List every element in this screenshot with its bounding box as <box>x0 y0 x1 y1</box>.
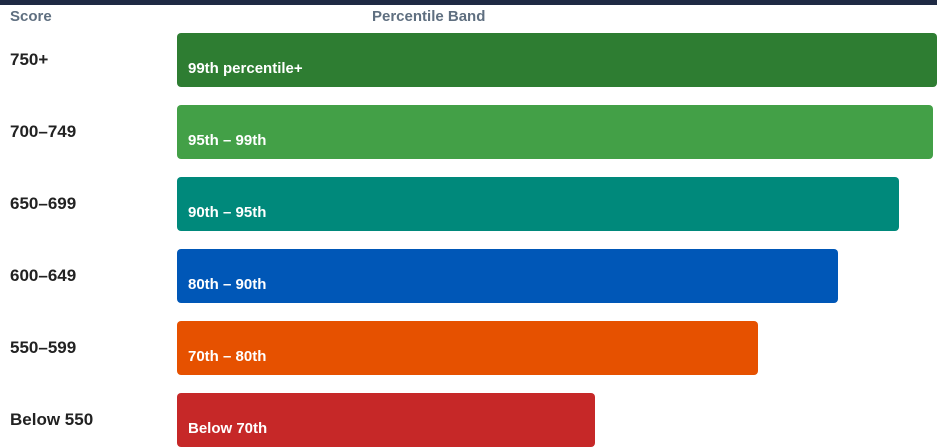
score-range-label: Below 550 <box>10 410 94 429</box>
percentile-band-label: Below 70th <box>188 420 268 437</box>
percentile-band-label: 80th – 90th <box>188 276 267 293</box>
percentile-bar: 70th – 80th <box>177 321 759 375</box>
percentile-bar: 80th – 90th <box>177 249 839 303</box>
percentile-band-column-header: Percentile Band <box>372 8 486 25</box>
percentile-bar: 99th percentile+ <box>177 33 937 87</box>
score-range-label: 750+ <box>10 50 49 69</box>
score-range-label: 600–649 <box>10 266 77 285</box>
percentile-band-label: 95th – 99th <box>188 132 267 149</box>
score-range-label: 700–749 <box>10 122 77 141</box>
percentile-band-label: 99th percentile+ <box>188 60 303 77</box>
score-range-label: 650–699 <box>10 194 77 213</box>
percentile-bar: 95th – 99th <box>177 105 934 159</box>
top-border-bar <box>0 0 937 5</box>
percentile-band-label: 70th – 80th <box>188 348 267 365</box>
percentile-bar: Below 70th <box>177 393 595 447</box>
score-range-label: 550–599 <box>10 338 77 357</box>
percentile-band-label: 90th – 95th <box>188 204 267 221</box>
percentile-bar: 90th – 95th <box>177 177 899 231</box>
score-column-header: Score <box>10 8 52 25</box>
